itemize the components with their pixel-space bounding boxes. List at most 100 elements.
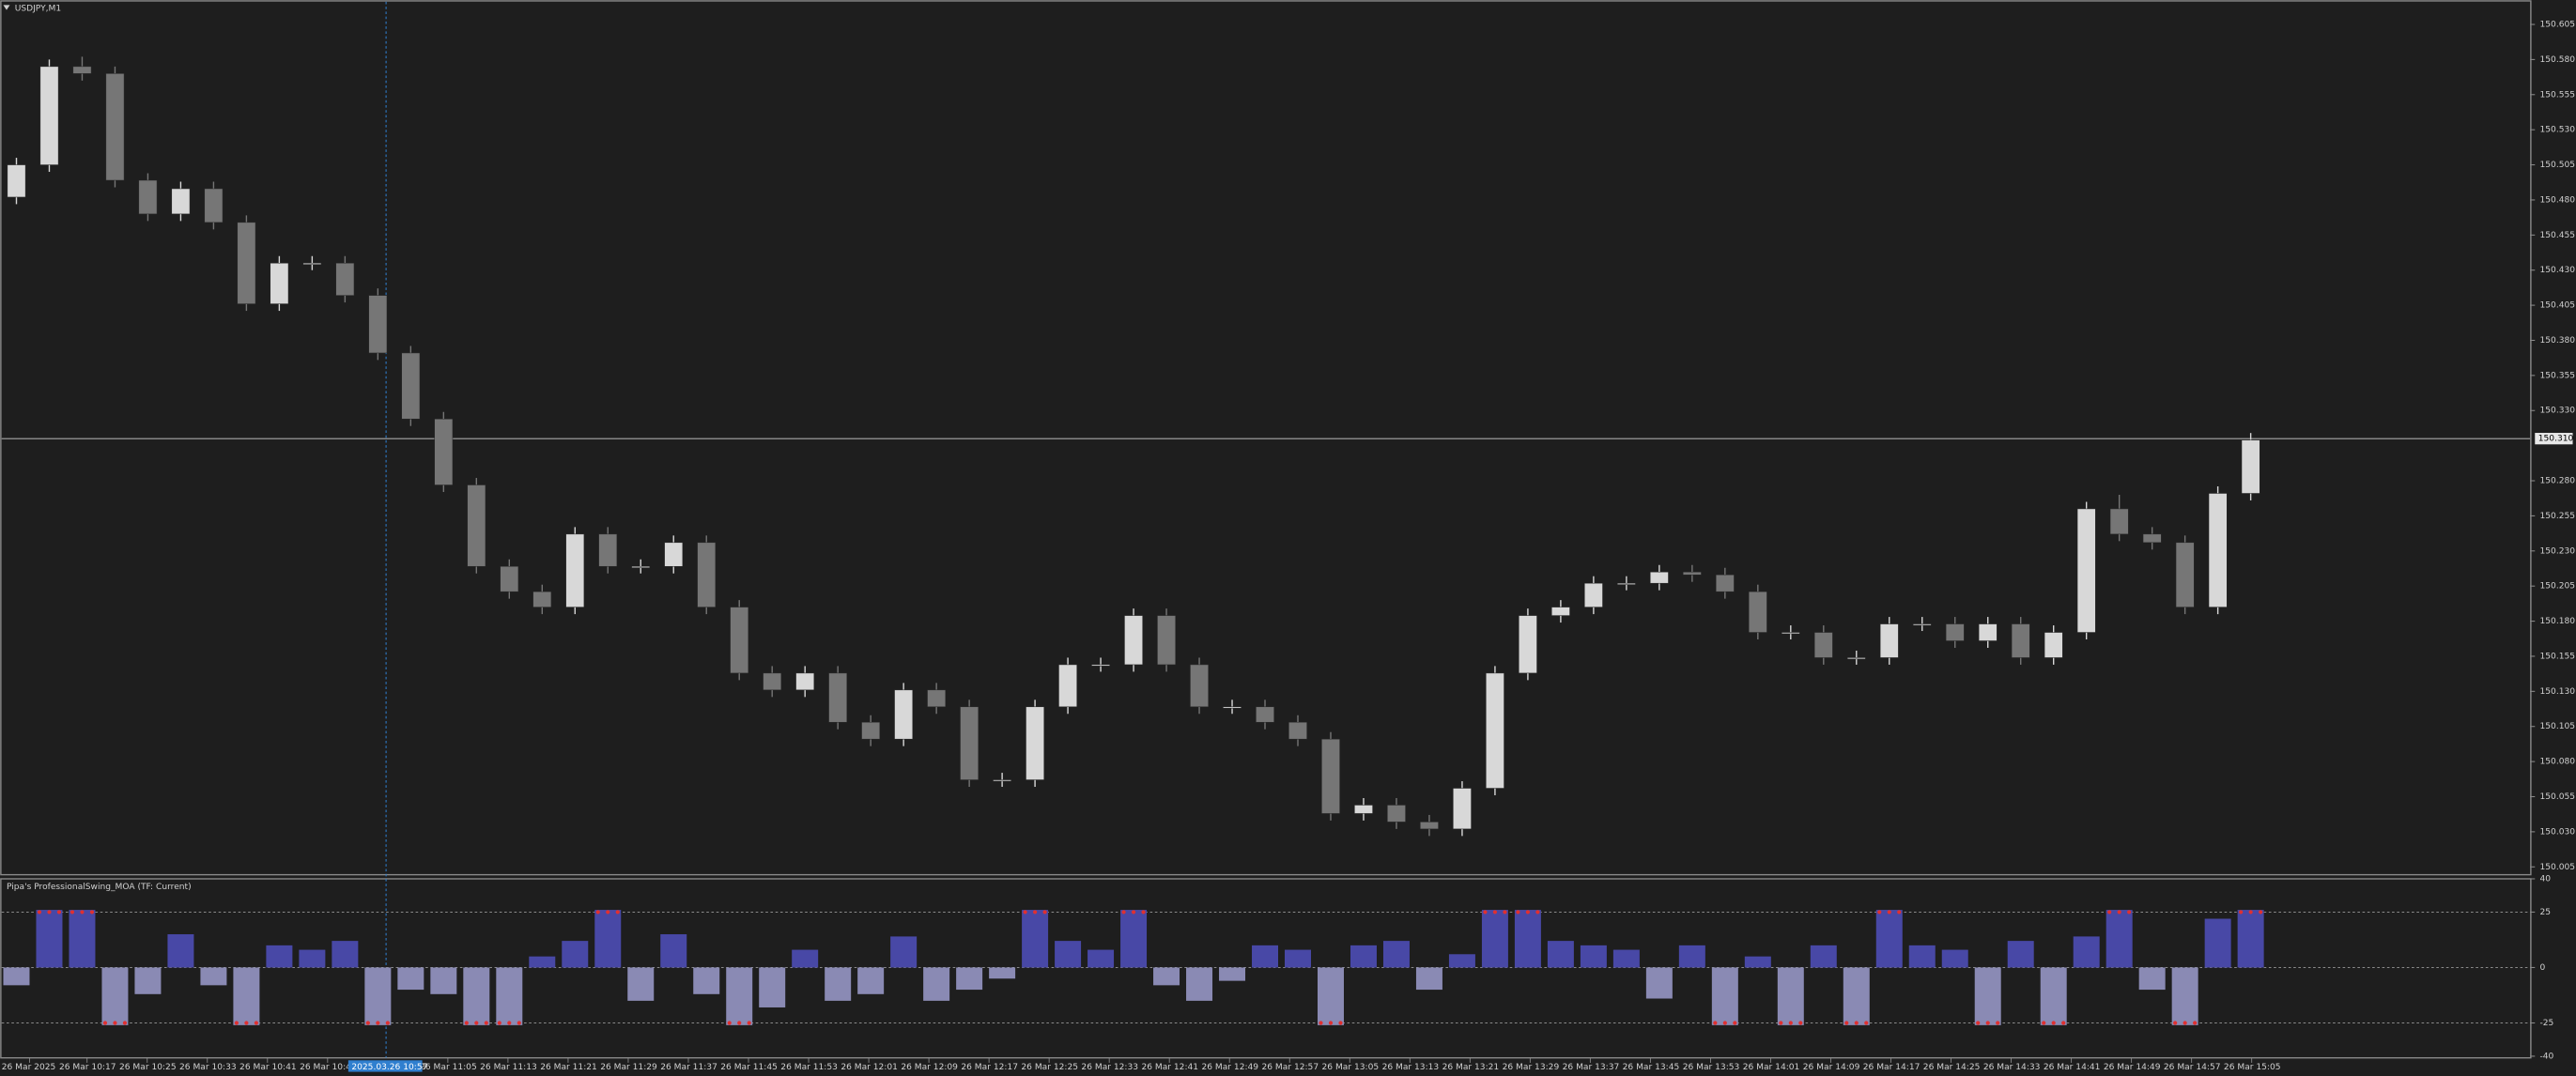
oscillator-bar [266,945,293,968]
candle-body [565,533,585,607]
signal-dot [1877,910,1882,915]
oscillator-bar [1547,941,1574,968]
y-tick-label: 150.180 [2540,617,2576,626]
oscillator-bar [2007,941,2034,968]
signal-dot [1535,910,1540,915]
signal-dot [615,910,620,915]
signal-dot [69,910,75,915]
oscillator-bar [36,910,63,968]
y-tick-label: 150.455 [2540,231,2576,240]
candle-body [368,295,388,354]
signal-dot [376,1021,380,1025]
x-tick-label: 26 Mar 10:25 [119,1063,177,1072]
signal-dot [1328,1021,1334,1025]
candle-body [2208,493,2228,607]
candle-body [1682,571,1702,576]
candle-body [1912,623,1932,626]
oscillator-bar [1974,967,2001,1025]
x-tick-label: 26 Mar 12:41 [1141,1063,1198,1072]
candle-body [1616,582,1636,585]
oscillator-bar [1448,954,1475,968]
candle-body [270,262,289,304]
signal-dot [122,1021,128,1025]
signal-dot [1319,1021,1323,1025]
oscillator-bar [200,967,227,986]
signal-dot [2042,1021,2046,1025]
signal-dot [484,1021,488,1025]
candle-body [401,352,421,420]
x-tick-label: 26 Mar 11:13 [480,1063,537,1072]
signal-dot [595,910,600,915]
oscillator-bar [1186,967,1213,1001]
candle-body [631,565,651,568]
x-tick-label: 26 Mar 11:37 [660,1063,717,1072]
candle-body [2044,632,2063,658]
x-tick-label: 26 Mar 15:05 [2224,1063,2281,1072]
signal-dot [1121,910,1126,915]
y-tick-label: 150.605 [2540,21,2576,30]
oscillator-bar [1711,967,1738,1025]
signal-dot [1023,910,1027,915]
oscillator-bar [792,949,819,968]
x-tick-label: 26 Mar 13:53 [1683,1063,1740,1072]
y-tick-label: -25 [2540,1019,2554,1028]
x-tick-label: 26 Mar 2025 [2,1063,56,1072]
signal-dot [507,1021,512,1025]
candle-body [467,484,486,567]
indicator-panel-frame [0,878,2532,1059]
x-tick-label: 26 Mar 13:05 [1322,1063,1380,1072]
y-tick-label: 150.005 [2540,863,2576,872]
oscillator-bar [1317,967,1344,1025]
signal-dot [1798,1021,1803,1025]
oscillator-bar [1382,941,1410,968]
y-tick-label: 150.380 [2540,336,2576,346]
y-tick-label: 150.555 [2540,90,2576,100]
oscillator-bar [1941,949,1968,968]
oscillator-bar [1843,967,1870,1025]
candle-body [2142,533,2162,544]
candle-body [1748,591,1767,633]
oscillator-bar [2237,910,2264,968]
signal-dot [1516,910,1520,915]
candle-body [598,533,618,567]
oscillator-bar [364,967,392,1025]
x-tick-label: 26 Mar 10:41 [239,1063,297,1072]
y-tick-label: 150.480 [2540,195,2576,205]
signal-dot [464,1021,469,1025]
signal-dot [56,910,62,915]
y-tick-label: 150.330 [2540,407,2576,416]
signal-dot [2061,1021,2066,1025]
signal-dot [2183,1021,2187,1025]
y-tick-label: 150.080 [2540,758,2576,767]
x-tick-label: 26 Mar 12:17 [961,1063,1018,1072]
x-tick-label: 26 Mar 14:57 [2164,1063,2221,1072]
candle-body [1879,623,1899,658]
oscillator-bar [2040,967,2067,1025]
candle-body [664,542,684,567]
signal-dot [1996,1021,2000,1025]
oscillator-bar [989,967,1016,979]
menu-arrow[interactable] [3,5,10,10]
candle-body [2011,623,2030,658]
signal-dot [1864,1021,1869,1025]
signal-dot [113,1021,117,1025]
signal-dot [1042,910,1047,915]
signal-dot [1483,910,1488,915]
x-tick-label: 26 Mar 12:33 [1081,1063,1138,1072]
candle-body [138,179,158,215]
x-tick-label: 26 Mar 11:29 [600,1063,657,1072]
candle-body [1715,574,1735,592]
candle-body [335,262,355,296]
signal-dot [244,1021,249,1025]
y-tick-label: 150.205 [2540,582,2576,592]
candle-body [697,542,717,607]
oscillator-bar [1514,910,1541,968]
candle-body [500,565,519,592]
crosshair-time-label: 2025.03.26 10:57 [351,1063,427,1072]
signal-dot [1131,910,1136,915]
x-tick-label: 26 Mar 14:41 [2044,1063,2101,1072]
candle-body [861,721,881,740]
oscillator-bar [167,934,194,968]
signal-dot [102,1021,108,1025]
oscillator-bar [134,967,162,994]
